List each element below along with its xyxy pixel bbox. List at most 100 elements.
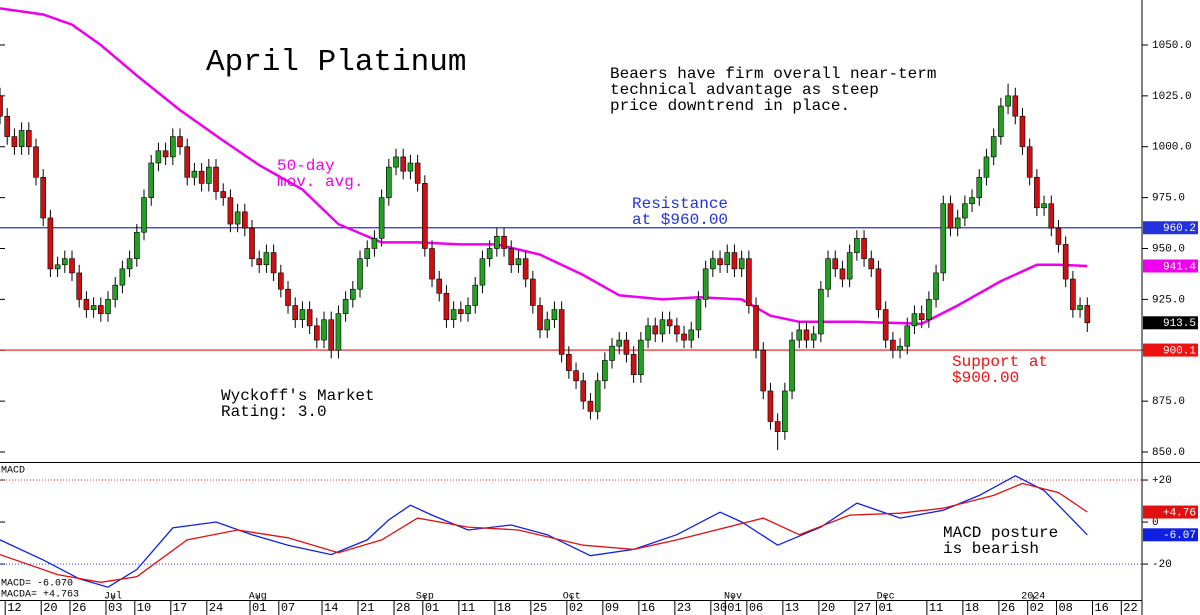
x-tick-label: 20 bbox=[821, 601, 835, 615]
x-tick-label: 13 bbox=[785, 601, 799, 615]
candle-body bbox=[407, 162, 414, 172]
candle-body bbox=[911, 313, 918, 327]
candle-body bbox=[774, 421, 781, 432]
candle-body bbox=[364, 248, 371, 259]
candle-body bbox=[810, 333, 817, 341]
candle-body bbox=[522, 258, 529, 280]
candle-body bbox=[1084, 305, 1091, 324]
candle-body bbox=[422, 183, 428, 249]
candle-body bbox=[832, 258, 839, 270]
annotation: Beaers have firm overall near-term bbox=[610, 65, 936, 83]
candle-body bbox=[278, 272, 284, 290]
candle-body bbox=[890, 339, 896, 351]
candle-body bbox=[551, 309, 558, 321]
x-tick-label: 06 bbox=[749, 601, 763, 615]
x-tick-label: 26 bbox=[72, 601, 86, 615]
x-tick-label: 25 bbox=[533, 601, 547, 615]
candle-body bbox=[486, 248, 493, 259]
candle-body bbox=[702, 268, 709, 300]
candle-body bbox=[256, 258, 263, 266]
candle-body bbox=[479, 258, 486, 286]
candle-body bbox=[566, 354, 572, 371]
y-tick-label: 0 bbox=[1152, 517, 1159, 529]
candle-body bbox=[436, 278, 443, 294]
candle-body bbox=[717, 258, 723, 266]
annotation: Resistance bbox=[632, 195, 728, 213]
candle-body bbox=[652, 325, 659, 335]
candle-body bbox=[789, 339, 795, 392]
macd-line bbox=[0, 482, 1088, 583]
panel-title: MACD bbox=[1, 466, 25, 477]
x-tick-label: 28 bbox=[396, 601, 410, 615]
candle-body bbox=[602, 360, 608, 382]
candle-body bbox=[0, 95, 3, 117]
y-tick-label: 1000.0 bbox=[1152, 142, 1192, 154]
candle-body bbox=[148, 162, 155, 198]
candle-body bbox=[1005, 95, 1011, 107]
candle-body bbox=[674, 325, 680, 335]
x-tick-label: 23 bbox=[677, 601, 691, 615]
candle-body bbox=[378, 197, 385, 239]
candle-body bbox=[666, 319, 673, 327]
candle-body bbox=[969, 197, 975, 205]
candle-body bbox=[846, 252, 853, 280]
candle-body bbox=[465, 305, 471, 314]
annotation: MACD posture bbox=[943, 524, 1058, 542]
y-tick-label: 950.0 bbox=[1152, 243, 1185, 255]
moving-average bbox=[0, 7, 1088, 326]
candle-body bbox=[947, 203, 954, 229]
month-label: Jul bbox=[104, 591, 122, 603]
candle-body bbox=[1026, 146, 1033, 178]
candle-body bbox=[263, 252, 270, 266]
month-label: Dec bbox=[877, 592, 895, 603]
x-tick-label: 18 bbox=[965, 601, 979, 615]
candle-body bbox=[393, 156, 399, 168]
candle-body bbox=[573, 370, 579, 382]
candle-body bbox=[861, 238, 867, 259]
candle-body bbox=[731, 252, 738, 270]
candle-body bbox=[47, 217, 54, 270]
candle-body bbox=[753, 305, 759, 351]
candle-body bbox=[875, 268, 882, 310]
candle-body bbox=[508, 248, 515, 266]
level-label-box bbox=[1143, 343, 1198, 357]
candle-body bbox=[645, 325, 651, 341]
candle-body bbox=[220, 191, 227, 198]
y-tick-label: 1025.0 bbox=[1152, 91, 1192, 103]
candle-body bbox=[1041, 203, 1047, 209]
candle-body bbox=[40, 176, 47, 219]
end-label-box bbox=[1143, 528, 1198, 542]
x-tick-label: 30 bbox=[713, 601, 727, 615]
level-label: 960.2 bbox=[1163, 223, 1196, 235]
candle-body bbox=[249, 227, 255, 259]
candle-body bbox=[342, 299, 349, 314]
level-label-box bbox=[1143, 221, 1198, 235]
candle-body bbox=[990, 136, 997, 158]
candle-body bbox=[1048, 203, 1055, 229]
candle-body bbox=[882, 309, 889, 341]
x-tick-label: 21 bbox=[360, 601, 374, 615]
candle-body bbox=[630, 354, 637, 375]
candle-body bbox=[558, 309, 565, 355]
candle-body bbox=[429, 248, 435, 280]
candle-body bbox=[450, 309, 457, 321]
candle-body bbox=[868, 258, 875, 270]
candle-body bbox=[134, 231, 140, 259]
candle-body bbox=[112, 284, 119, 300]
candle-body bbox=[105, 299, 111, 314]
candle-body bbox=[119, 268, 126, 286]
candle-body bbox=[1062, 244, 1069, 280]
month-label: Nov bbox=[724, 592, 742, 603]
x-tick-label: 20 bbox=[43, 601, 57, 615]
candle-body bbox=[580, 380, 587, 402]
y-tick-label: +20 bbox=[1152, 475, 1172, 487]
candle-body bbox=[738, 258, 745, 270]
candle-body bbox=[746, 258, 752, 306]
macd-line bbox=[0, 475, 1088, 588]
candle-body bbox=[659, 319, 666, 335]
candle-body bbox=[1012, 95, 1019, 117]
annotation: Wyckoff's Market bbox=[221, 387, 375, 405]
annotation: at $960.00 bbox=[632, 211, 728, 229]
